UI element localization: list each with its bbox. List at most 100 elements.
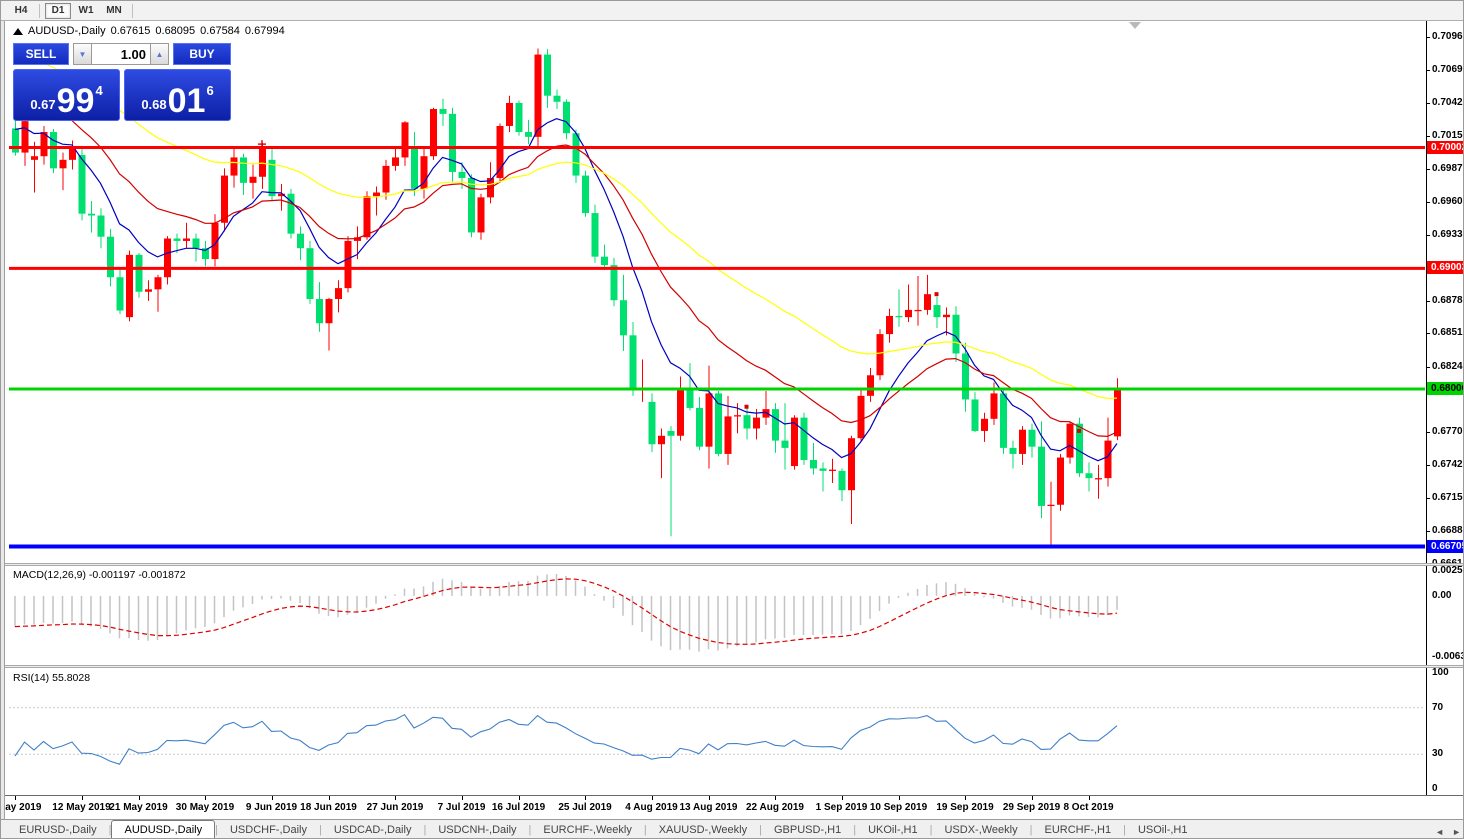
timeframe-button-d1[interactable]: D1 xyxy=(45,2,71,19)
ohlc-close: 0.67994 xyxy=(244,25,285,37)
chart-tab-usdx[interactable]: USDX-,Weekly xyxy=(944,824,1018,836)
buy-button[interactable]: BUY xyxy=(173,43,231,65)
date-axis-label: 18 Jun 2019 xyxy=(300,802,357,813)
spinner-up-icon: ▲ xyxy=(155,49,164,59)
chart-shift-marker[interactable] xyxy=(1129,22,1141,29)
date-tick xyxy=(328,796,330,800)
volume-decrease-button[interactable]: ▼ xyxy=(73,43,92,65)
axis-tick xyxy=(1427,69,1430,71)
price-axis-label: 0.70965 xyxy=(1432,30,1463,42)
axis-tick xyxy=(1427,36,1430,38)
date-axis-label: 9 Jun 2019 xyxy=(245,802,298,813)
axis-tick xyxy=(1427,135,1430,137)
date-tick xyxy=(81,796,83,800)
date-axis-label: 25 Jul 2019 xyxy=(558,802,612,813)
chart-tab-xauusd[interactable]: XAUUSD-,Weekly xyxy=(658,824,748,836)
tab-separator: | xyxy=(853,824,857,836)
tab-scroll-left-icon[interactable]: ◄ xyxy=(1435,827,1445,837)
tab-separator: | xyxy=(1029,824,1033,836)
axis-tick xyxy=(1427,531,1430,533)
date-tick xyxy=(205,796,206,800)
date-tick xyxy=(15,796,16,800)
macd-label: MACD(12,26,9) -0.001197 -0.001872 xyxy=(13,569,186,581)
price-axis-label: 0.68515 xyxy=(1432,327,1463,339)
chart-tab-eurusd[interactable]: EURUSD-,Daily xyxy=(19,824,97,836)
buy-price-box[interactable]: 0.68 01 6 xyxy=(124,69,231,121)
timeframe-toolbar: H4 D1 W1 MN xyxy=(1,1,1463,21)
ohlc-high: 0.68095 xyxy=(155,25,196,37)
date-tick xyxy=(1031,796,1033,800)
date-axis-label: 21 May 2019 xyxy=(109,802,168,813)
sell-button[interactable]: SELL xyxy=(13,43,69,65)
timeframe-button-w1[interactable]: W1 xyxy=(78,5,94,16)
rsi-axis-label: 70 xyxy=(1432,701,1444,713)
volume-input[interactable] xyxy=(92,43,150,65)
date-axis-label: 27 Jun 2019 xyxy=(366,802,424,813)
tab-separator: | xyxy=(1123,824,1126,836)
chart-tab-usdcad[interactable]: USDCAD-,Daily xyxy=(333,824,412,836)
chart-tab-audusd[interactable]: AUDUSD-,Daily xyxy=(111,820,216,838)
date-tick xyxy=(271,796,273,800)
timeframe-button-mn[interactable]: MN xyxy=(106,5,122,16)
date-axis-label: 12 May 2019 xyxy=(52,802,111,813)
pane-splitter[interactable] xyxy=(1,665,1463,668)
hline-price-badge: 0.66705 xyxy=(1427,539,1463,553)
hline-price-badge: 0.68006 xyxy=(1427,382,1463,396)
date-axis-label: 4 Aug 2019 xyxy=(625,802,678,813)
rsi-axis-label: 0 xyxy=(1432,783,1438,794)
volume-increase-button[interactable]: ▲ xyxy=(150,43,169,65)
buy-price-pip: 6 xyxy=(206,83,214,98)
tab-separator: | xyxy=(108,824,112,836)
chart-tab-ukoil[interactable]: UKOil-,H1 xyxy=(868,824,918,836)
date-tick xyxy=(898,796,900,800)
macd-axis-label: 0.00 xyxy=(1432,589,1452,601)
date-tick xyxy=(708,796,710,800)
sell-price-prefix: 0.67 xyxy=(30,97,56,112)
pane-splitter[interactable] xyxy=(1,563,1463,566)
macd-axis-label: -0.006326 xyxy=(1432,651,1463,662)
sell-price-pip: 4 xyxy=(95,83,103,98)
timeframe-button-h4[interactable]: H4 xyxy=(14,5,28,16)
tab-scroll-arrows: ◄ ► xyxy=(1435,827,1461,837)
date-axis-label: 2 May 2019 xyxy=(1,802,42,813)
chart-tab-usoil[interactable]: USOil-,H1 xyxy=(1137,824,1188,836)
chart-symbol-label: AUDUSD-,Daily xyxy=(28,25,106,37)
chart-tab-usdchf[interactable]: USDCHF-,Daily xyxy=(229,824,307,836)
date-axis-label: 19 Sep 2019 xyxy=(936,802,994,813)
date-axis-label: 7 Jul 2019 xyxy=(437,802,486,813)
date-tick xyxy=(841,796,843,800)
tab-separator: | xyxy=(215,824,218,836)
axis-tick xyxy=(1427,498,1430,500)
chart-tab-gbpusd[interactable]: GBPUSD-,H1 xyxy=(773,824,842,836)
date-tick xyxy=(395,796,396,800)
date-axis-label: 30 May 2019 xyxy=(175,802,235,813)
date-tick xyxy=(518,796,520,800)
date-tick xyxy=(461,796,463,800)
price-axis-label: 0.69605 xyxy=(1432,195,1463,207)
hline-price-badge: 0.70002 xyxy=(1427,140,1463,154)
spinner-down-icon: ▼ xyxy=(78,49,87,59)
axis-tick xyxy=(1427,333,1430,335)
toolbar-separator xyxy=(132,3,133,18)
axis-tick xyxy=(1427,168,1430,170)
tab-scroll-right-icon[interactable]: ► xyxy=(1452,827,1461,837)
chart-tab-eurchf[interactable]: EURCHF-,Weekly xyxy=(543,824,632,836)
one-click-toggle-icon[interactable] xyxy=(13,27,23,35)
sell-price-box[interactable]: 0.67 99 4 xyxy=(13,69,120,121)
date-axis-label: 1 Sep 2019 xyxy=(815,802,868,813)
macd-pane[interactable] xyxy=(5,566,1426,665)
chart-tab-usdcnh[interactable]: USDCNH-,Daily xyxy=(438,824,517,836)
rsi-pane[interactable] xyxy=(5,668,1426,794)
axis-tick xyxy=(1427,201,1430,203)
macd-value-2: -0.001872 xyxy=(138,569,186,581)
rsi-label: RSI(14) 55.8028 xyxy=(13,672,91,684)
date-tick xyxy=(138,796,140,800)
chart-tab-eurchf[interactable]: EURCHF-,H1 xyxy=(1044,824,1112,836)
buy-price-prefix: 0.68 xyxy=(141,97,167,112)
hline-price-badge: 0.69003 xyxy=(1427,261,1463,275)
